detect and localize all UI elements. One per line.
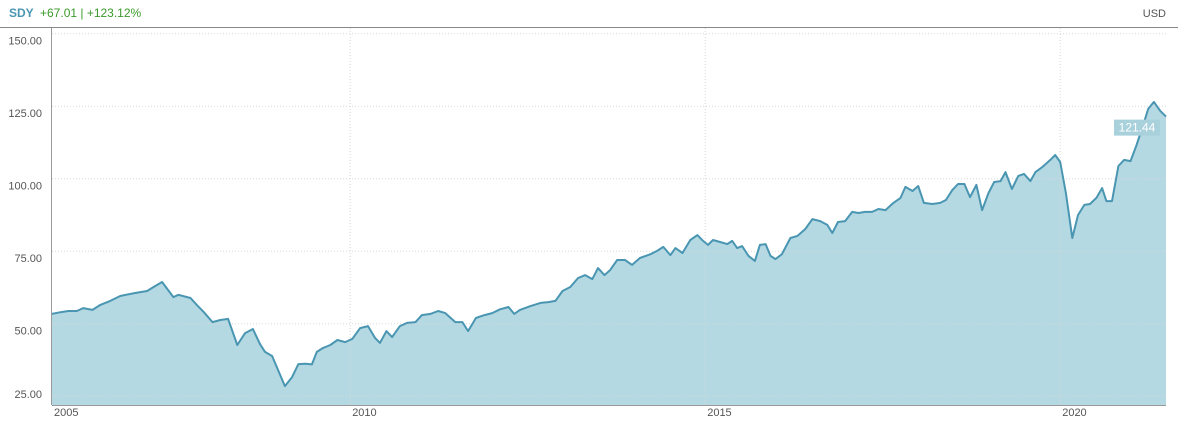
change-summary: +67.01 | +123.12% — [40, 6, 142, 20]
y-tick-label: 125.00 — [8, 108, 42, 120]
y-tick-label: 100.00 — [8, 181, 42, 193]
currency: USD — [1143, 8, 1166, 20]
x-tick-label: 2010 — [352, 407, 376, 419]
last-value-box — [1114, 119, 1160, 136]
y-tick-label: 25.00 — [14, 389, 42, 401]
y-tick-label: 150.00 — [8, 36, 42, 48]
y-tick-label: 50.00 — [14, 326, 42, 338]
last-value-label: 121.44 — [1119, 120, 1156, 134]
x-tick-label: 2015 — [707, 407, 731, 419]
area — [52, 101, 1166, 406]
line — [51, 100, 1167, 388]
series-name: SDY — [9, 6, 34, 20]
y-tick-label: 75.00 — [14, 253, 42, 265]
x-tick-label: 2005 — [54, 407, 78, 419]
x-tick-label: 2020 — [1062, 407, 1086, 419]
